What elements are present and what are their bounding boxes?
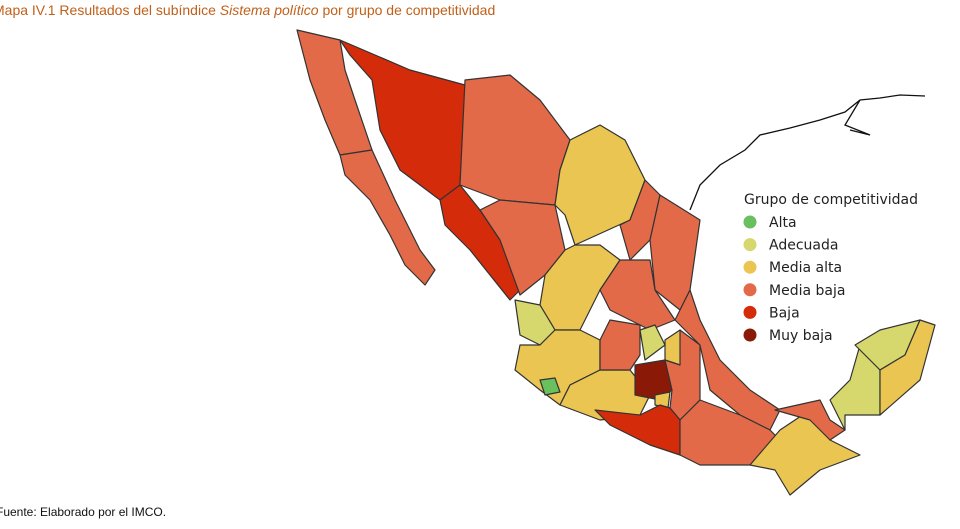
- us-border: [689, 94, 926, 211]
- legend-swatch: [743, 305, 757, 319]
- source: Fuente: Elaborado por el IMCO.: [0, 505, 166, 519]
- title-italic: Sistema político: [220, 2, 319, 18]
- state-region: [459, 74, 571, 206]
- legend-label: Muy baja: [769, 328, 833, 344]
- state-region: [339, 149, 436, 286]
- legend-swatch: [743, 260, 757, 274]
- state-region: [339, 39, 466, 201]
- state-region: [599, 319, 641, 371]
- legend-swatch: [743, 328, 757, 342]
- title-end: por grupo de competitividad: [322, 2, 495, 18]
- state-region: [539, 377, 561, 396]
- legend-label: Adecuada: [769, 238, 838, 254]
- legend-swatch: [743, 283, 757, 297]
- legend-swatch: [743, 215, 757, 229]
- state-region: [639, 324, 666, 361]
- legend-label: Media alta: [769, 260, 842, 276]
- page-title: Mapa IV.1 Resultados del subíndice Siste…: [0, 2, 495, 18]
- title-start: Mapa IV.1 Resultados del subíndice: [0, 2, 216, 18]
- legend-label: Media baja: [769, 283, 845, 299]
- state-region: [599, 259, 676, 331]
- legend: Alta Adecuada Media alta Media baja Baja Muy …: [743, 215, 845, 344]
- legend-title: Grupo de competitividad: [744, 192, 918, 208]
- legend-label: Alta: [769, 215, 797, 231]
- legend-label: Baja: [769, 305, 800, 321]
- map: [296, 29, 936, 496]
- legend-swatch: [743, 238, 757, 252]
- state-region: [879, 319, 936, 416]
- state-region: [554, 124, 646, 246]
